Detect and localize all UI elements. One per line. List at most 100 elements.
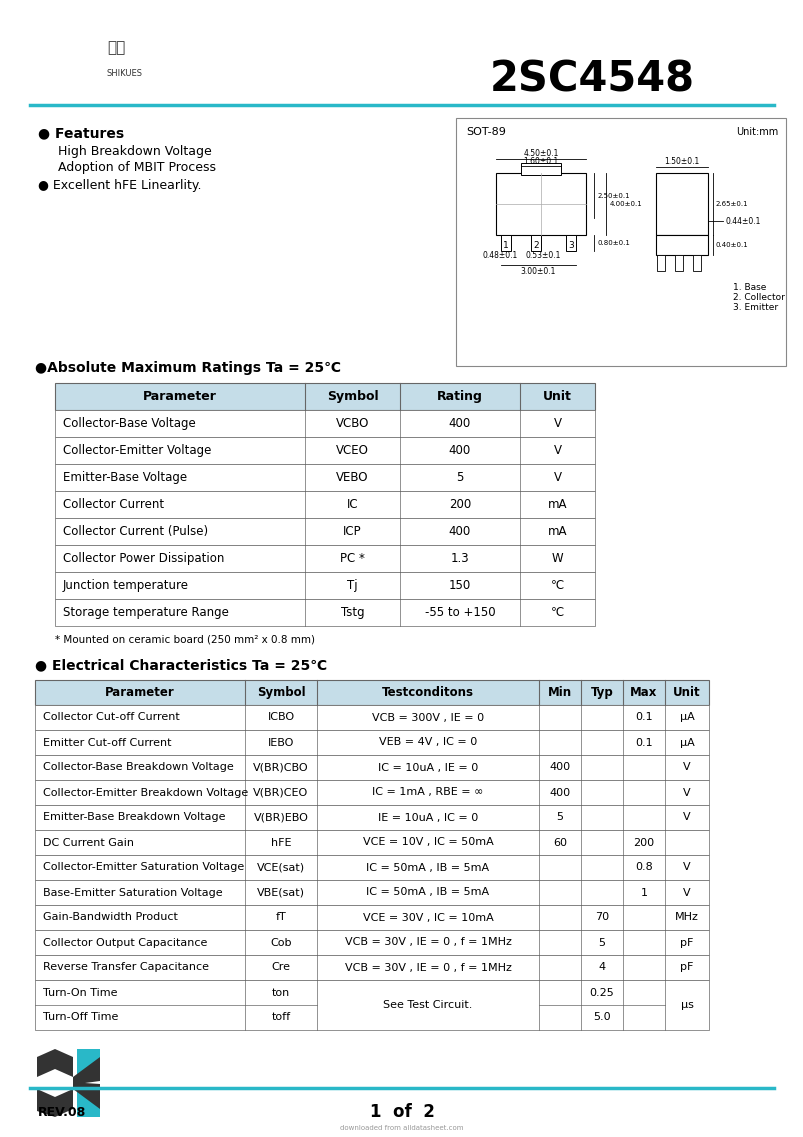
Text: VCEO: VCEO (336, 445, 369, 457)
Bar (55, 410, 594, 437)
Text: IC = 50mA , IB = 5mA: IC = 50mA , IB = 5mA (366, 863, 489, 872)
Text: ton: ton (271, 988, 290, 997)
Text: 2SC4548: 2SC4548 (489, 59, 695, 101)
Text: 2: 2 (532, 241, 538, 249)
Text: Collector Current: Collector Current (63, 498, 164, 511)
Text: IE = 10uA , IC = 0: IE = 10uA , IC = 0 (377, 813, 478, 822)
Text: V: V (683, 763, 690, 772)
Bar (55, 383, 594, 410)
Text: Unit:mm: Unit:mm (735, 127, 777, 136)
Polygon shape (37, 1089, 73, 1117)
Text: Turn-Off Time: Turn-Off Time (43, 1013, 118, 1022)
Bar (35, 930, 708, 955)
Text: 400: 400 (548, 788, 570, 797)
Text: 3. Emitter: 3. Emitter (732, 304, 777, 313)
Text: 0.1: 0.1 (634, 738, 652, 747)
Bar (35, 780, 708, 805)
Bar (35, 680, 708, 705)
Polygon shape (77, 1049, 100, 1081)
Text: SHIKUES: SHIKUES (107, 68, 143, 77)
Bar (55, 491, 594, 518)
Text: V: V (552, 445, 560, 457)
Text: 5: 5 (597, 938, 605, 947)
Text: 200: 200 (633, 838, 654, 847)
Bar (35, 905, 708, 930)
Bar (55, 599, 594, 626)
Bar (35, 855, 708, 880)
Text: 0.25: 0.25 (589, 988, 613, 997)
Bar (35, 705, 708, 730)
Text: toff: toff (271, 1013, 290, 1022)
Text: Gain-Bandwidth Product: Gain-Bandwidth Product (43, 913, 177, 922)
Bar (35, 880, 708, 905)
Polygon shape (77, 1086, 100, 1117)
Polygon shape (73, 1057, 100, 1109)
Text: Emitter-Base Voltage: Emitter-Base Voltage (63, 471, 187, 484)
Text: pF: pF (679, 938, 693, 947)
Bar (35, 730, 708, 755)
Text: 0.53±0.1: 0.53±0.1 (525, 250, 560, 259)
Text: 3.00±0.1: 3.00±0.1 (520, 266, 555, 275)
Text: 400: 400 (548, 763, 570, 772)
Text: downloaded from alldatasheet.com: downloaded from alldatasheet.com (340, 1124, 463, 1131)
Text: Collector-Emitter Breakdown Voltage: Collector-Emitter Breakdown Voltage (43, 788, 248, 797)
Text: See Test Circuit.: See Test Circuit. (383, 1001, 472, 1010)
Text: 400: 400 (448, 525, 471, 538)
Text: Symbol: Symbol (326, 390, 378, 402)
Text: ℃: ℃ (550, 579, 564, 592)
Text: 60: 60 (552, 838, 566, 847)
Bar (530, 235, 540, 251)
Text: IC = 50mA , IB = 5mA: IC = 50mA , IB = 5mA (366, 888, 489, 897)
Text: Typ: Typ (590, 686, 613, 699)
Text: V: V (683, 788, 690, 797)
Text: 0.40±0.1: 0.40±0.1 (715, 242, 748, 248)
Text: Collector-Base Breakdown Voltage: Collector-Base Breakdown Voltage (43, 763, 234, 772)
Bar (692, 255, 700, 271)
Text: Max: Max (630, 686, 657, 699)
Text: VCB = 30V , IE = 0 , f = 1MHz: VCB = 30V , IE = 0 , f = 1MHz (344, 938, 511, 947)
Text: 4.00±0.1: 4.00±0.1 (609, 201, 642, 207)
Text: 2.65±0.1: 2.65±0.1 (715, 201, 748, 207)
Text: 时科: 时科 (107, 41, 125, 56)
Bar (656, 255, 664, 271)
Bar (55, 464, 594, 491)
Text: 0.80±0.1: 0.80±0.1 (597, 240, 630, 246)
Text: 1. Base: 1. Base (732, 283, 765, 292)
Text: VEBO: VEBO (336, 471, 369, 484)
Text: 0.44±0.1: 0.44±0.1 (725, 216, 760, 225)
Bar (35, 830, 708, 855)
Text: Emitter Cut-off Current: Emitter Cut-off Current (43, 738, 171, 747)
Bar (655, 173, 707, 235)
Text: IC: IC (346, 498, 358, 511)
Text: Testconditons: Testconditons (381, 686, 474, 699)
Text: ℃: ℃ (550, 606, 564, 619)
Text: ● Features: ● Features (38, 126, 124, 140)
Text: DC Current Gain: DC Current Gain (43, 838, 134, 847)
Text: Unit: Unit (542, 390, 571, 402)
Text: 0.8: 0.8 (634, 863, 652, 872)
Text: VCE = 30V , IC = 10mA: VCE = 30V , IC = 10mA (362, 913, 493, 922)
Text: V: V (552, 417, 560, 430)
Text: 5.0: 5.0 (593, 1013, 610, 1022)
Text: Reverse Transfer Capacitance: Reverse Transfer Capacitance (43, 963, 209, 972)
Text: 2. Collector: 2. Collector (732, 293, 784, 302)
Text: Symbol: Symbol (256, 686, 305, 699)
Text: VCB = 300V , IE = 0: VCB = 300V , IE = 0 (372, 713, 483, 722)
Text: MHz: MHz (675, 913, 698, 922)
Bar (35, 755, 708, 780)
Text: Cob: Cob (270, 938, 291, 947)
Text: 400: 400 (448, 417, 471, 430)
Text: 70: 70 (594, 913, 609, 922)
Text: VCB = 30V , IE = 0 , f = 1MHz: VCB = 30V , IE = 0 , f = 1MHz (344, 963, 511, 972)
Text: Collector Power Dissipation: Collector Power Dissipation (63, 551, 224, 565)
Text: 1  of  2: 1 of 2 (369, 1103, 434, 1121)
Text: V: V (683, 863, 690, 872)
Text: Collector Current (Pulse): Collector Current (Pulse) (63, 525, 208, 538)
Text: Emitter-Base Breakdown Voltage: Emitter-Base Breakdown Voltage (43, 813, 225, 822)
Text: 200: 200 (448, 498, 471, 511)
Text: 400: 400 (448, 445, 471, 457)
Text: 2.50±0.1: 2.50±0.1 (597, 193, 630, 199)
Bar (565, 235, 575, 251)
Text: Collector-Base Voltage: Collector-Base Voltage (63, 417, 195, 430)
Text: Collector Output Capacitance: Collector Output Capacitance (43, 938, 207, 947)
